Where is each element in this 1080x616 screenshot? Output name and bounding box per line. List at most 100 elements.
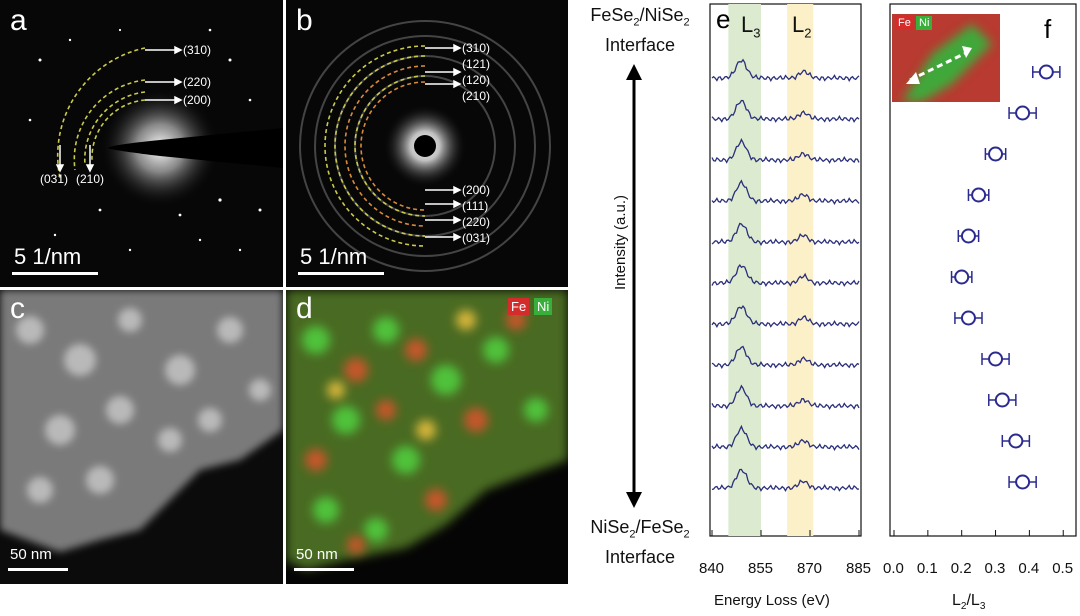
l3-label: L3 xyxy=(741,12,760,40)
indexed-rings-b xyxy=(324,45,426,247)
panel-f-label: f xyxy=(1044,14,1052,44)
f-tick-label: 0.5 xyxy=(1052,560,1074,577)
top-interface-sub2: 2 xyxy=(683,16,690,29)
spectrum-line xyxy=(711,468,860,493)
l2-label-main: L xyxy=(792,12,805,37)
panel-e-label: e xyxy=(716,4,731,34)
ring-label-a-200: (200) xyxy=(183,93,212,107)
spectrum-line xyxy=(711,58,860,83)
bottom-interface-label: NiSe2/FeSe2 Interface xyxy=(570,516,710,568)
panel-d-svg xyxy=(286,290,568,570)
panel-f-xlabel: L2/L3 xyxy=(952,592,985,612)
scale-bar-c xyxy=(8,568,68,571)
panel-b-svg xyxy=(299,20,551,272)
panel-f-inset-map: Fe Ni xyxy=(892,14,1000,102)
ratio-point xyxy=(988,146,1004,162)
inset-line-scan xyxy=(909,50,969,82)
ring-label-a-220: (220) xyxy=(183,75,212,89)
panel-d-eds-map: d Fe Ni 50 nm xyxy=(286,290,568,584)
spectrum-line xyxy=(711,137,860,164)
e-tick-label: 840 xyxy=(699,560,725,577)
ring-arrows-b xyxy=(425,43,462,242)
scale-bar-d xyxy=(294,568,354,571)
ring-label-a-310: (310) xyxy=(183,43,212,57)
scale-label-a: 5 1/nm xyxy=(14,244,82,269)
ratio-point xyxy=(988,351,1004,367)
panel-a-label: a xyxy=(10,4,27,37)
ratio-point xyxy=(971,187,987,203)
spectrum-line xyxy=(711,179,860,206)
top-interface-part2: /NiSe xyxy=(639,5,684,25)
scale-bar-a xyxy=(12,272,98,275)
top-interface-part1: FeSe xyxy=(590,5,634,25)
bottom-interface-sub2: 2 xyxy=(683,528,690,541)
spectrum-line xyxy=(711,305,860,329)
panel-b-diffraction: b (310) (121) (120) (210) (200) (111) (2… xyxy=(286,0,568,287)
inset-arrow-start xyxy=(906,72,920,84)
top-interface-sub1: 2 xyxy=(633,16,640,29)
scale-label-d: 50 nm xyxy=(296,546,338,563)
e-tick-label: 885 xyxy=(846,560,872,577)
legend-fe-d: Fe xyxy=(508,298,530,315)
panel-c-label: c xyxy=(10,292,25,325)
ring-label-b-220: (220) xyxy=(462,215,491,229)
spectrum-line xyxy=(711,345,860,370)
inset-svg xyxy=(902,24,992,102)
ratio-point xyxy=(1008,433,1024,449)
top-interface-line2: Interface xyxy=(604,34,676,55)
beam-stopper xyxy=(108,128,283,168)
ring-label-b-121: (121) xyxy=(462,57,491,71)
double-arrow xyxy=(626,64,642,508)
panel-a-diffraction: a (310) (220) (200) (031) (210) 5 1/nm xyxy=(0,0,283,287)
l3-band xyxy=(728,4,761,536)
l2-band xyxy=(787,4,814,536)
panel-b-label: b xyxy=(296,4,313,37)
overlap-regions xyxy=(327,310,476,440)
e-tick-label: 870 xyxy=(797,560,823,577)
spectra-group xyxy=(711,58,860,493)
beam-stop-b xyxy=(414,135,436,157)
legend-ni-d: Ni xyxy=(534,298,553,315)
inset-arrow-end xyxy=(962,46,972,58)
legend-fe-f: Fe xyxy=(895,16,914,30)
spectrum-line xyxy=(711,99,860,123)
ring-label-b-111: (111) xyxy=(462,199,489,213)
indexed-rings-a xyxy=(56,47,146,179)
l2-label-sub: 2 xyxy=(804,25,812,41)
ring-label-b-310: (310) xyxy=(462,41,491,55)
panel-e-ylabel: Intensity (a.u.) xyxy=(612,194,629,290)
ring-label-b-120: (120) xyxy=(462,73,491,87)
panel-f-ticks xyxy=(893,530,1064,536)
panel-e-chart xyxy=(709,3,862,537)
ring-label-a-210: (210) xyxy=(76,172,105,186)
panel-e-ticks xyxy=(711,530,860,536)
f-tick-label: 0.3 xyxy=(984,560,1006,577)
ratio-points xyxy=(950,64,1061,490)
ratio-point xyxy=(994,392,1010,408)
panel-c-svg xyxy=(0,290,283,552)
particle-highlights xyxy=(16,308,271,503)
scale-label-c: 50 nm xyxy=(10,546,52,563)
scale-bar-b xyxy=(298,272,384,275)
l3-label-sub: 3 xyxy=(753,25,761,41)
scale-label-b: 5 1/nm xyxy=(300,244,368,269)
ring-label-b-210: (210) xyxy=(462,89,491,103)
l2-label: L2 xyxy=(792,12,811,40)
panel-e-xlabel: Energy Loss (eV) xyxy=(714,592,830,609)
ratio-point xyxy=(954,269,970,285)
bottom-interface-part2: /FeSe xyxy=(635,517,684,537)
spectrum-line xyxy=(711,222,860,247)
panel-d-label: d xyxy=(296,292,313,325)
f-xlabel-c: /L xyxy=(966,592,980,609)
e-tick-label: 855 xyxy=(748,560,774,577)
f-tick-label: 0.4 xyxy=(1018,560,1040,577)
spectrum-line xyxy=(711,384,860,411)
f-xlabel-b: 2 xyxy=(960,601,967,613)
spectrum-line xyxy=(711,424,860,452)
ni-rich-regions xyxy=(302,317,548,542)
f-xlabel-a: L xyxy=(952,592,961,609)
ring-arrows-a xyxy=(55,45,183,173)
legend-ni-f: Ni xyxy=(916,16,933,30)
f-xlabel-d: 3 xyxy=(979,601,986,613)
ring-label-b-031: (031) xyxy=(462,231,491,245)
